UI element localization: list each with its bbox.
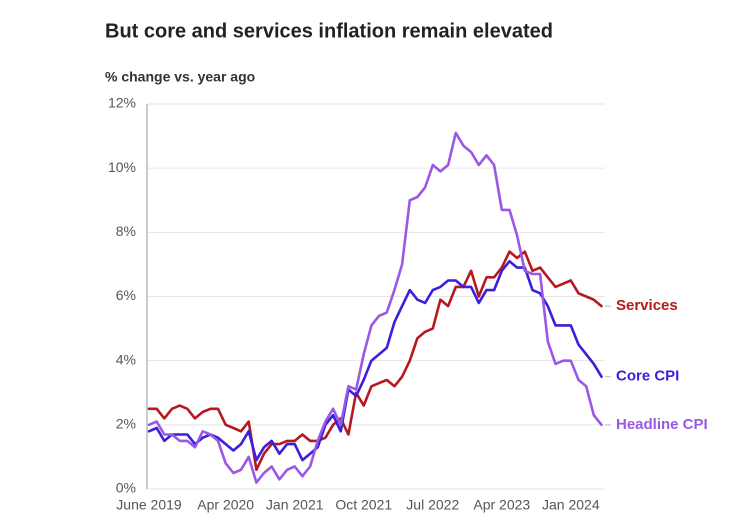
y-tick-label: 10% <box>108 159 136 175</box>
y-tick-label: 4% <box>116 351 136 367</box>
chart-subtitle: % change vs. year ago <box>105 69 255 85</box>
y-tick-label: 12% <box>108 95 136 111</box>
y-tick-label: 6% <box>116 287 136 303</box>
series-line <box>147 250 603 472</box>
x-tick-label: Jan 2021 <box>266 497 324 513</box>
series-label: Headline CPI <box>616 416 708 433</box>
x-tick-label: Apr 2023 <box>473 497 530 513</box>
x-tick-label: June 2019 <box>116 497 182 513</box>
y-tick-label: 2% <box>116 416 136 432</box>
x-tick-label: Jan 2024 <box>542 497 600 513</box>
series-label: Core CPI <box>616 368 679 385</box>
series-line <box>147 131 603 484</box>
y-tick-label: 0% <box>116 480 136 496</box>
y-tick-label: 8% <box>116 223 136 239</box>
chart-title: But core and services inflation remain e… <box>105 20 553 42</box>
x-tick-label: Oct 2021 <box>335 497 392 513</box>
series-label: Services <box>616 297 678 314</box>
x-tick-label: Apr 2020 <box>197 497 254 513</box>
x-tick-label: Jul 2022 <box>406 497 459 513</box>
